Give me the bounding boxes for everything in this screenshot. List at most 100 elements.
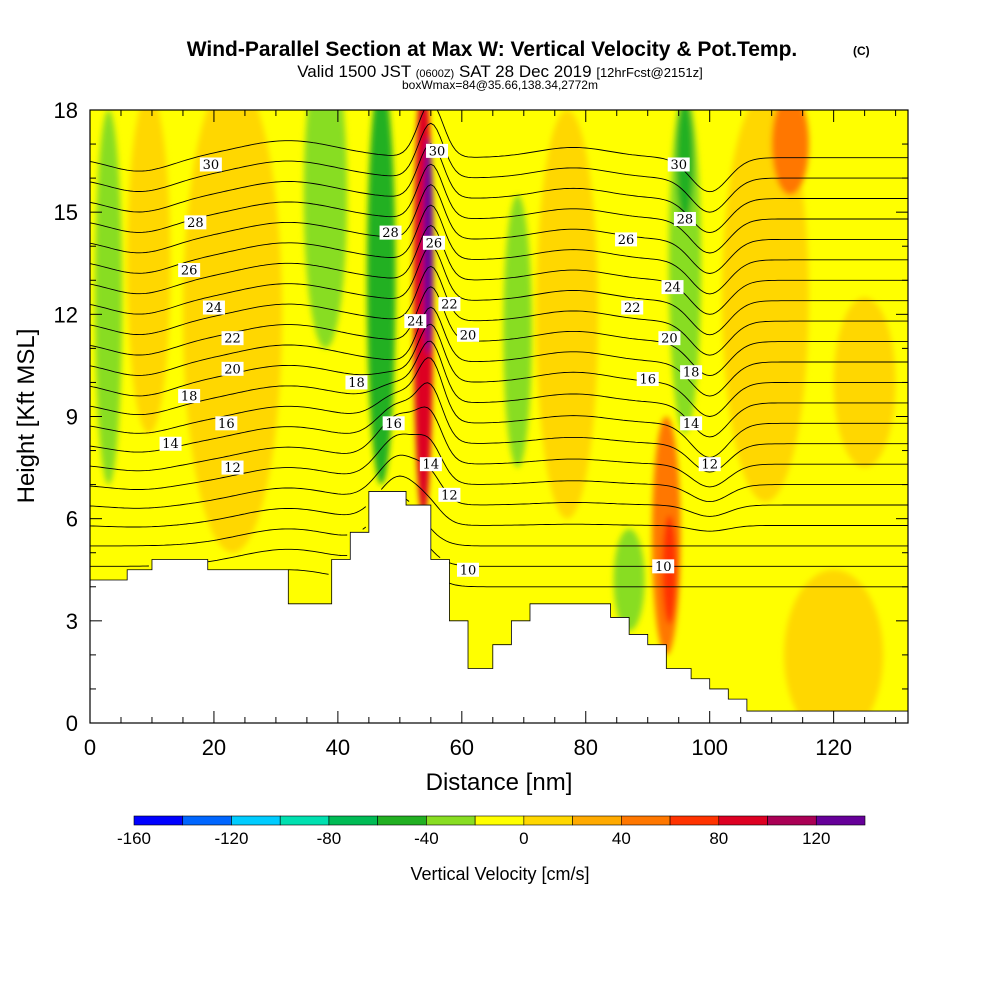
y-tick-label: 0 [66, 711, 78, 736]
colorbar-swatch [669, 815, 720, 826]
x-tick-label: 120 [815, 735, 852, 760]
x-axis-label: Distance [nm] [426, 769, 573, 796]
chart-title: Wind-Parallel Section at Max W: Vertical… [187, 38, 798, 61]
subtitle-forecast: [12hrFcst@2151z] [596, 65, 702, 80]
contour-label-box [426, 143, 449, 158]
contour-label-box [457, 562, 480, 577]
chart-subtitle-box: boxWmax=84@35.66,138.34,2772m [402, 78, 598, 92]
contour-label: 24 [407, 315, 424, 330]
contour-label-box [221, 331, 244, 346]
colorbar-swatch [718, 815, 768, 826]
w-zone-2 [182, 110, 283, 553]
contour-label-box [615, 232, 638, 247]
x-tick-label: 0 [84, 735, 96, 760]
contour-label-box [345, 375, 368, 390]
contour-label: 16 [218, 417, 235, 432]
terrain [90, 491, 908, 723]
y-axis-label: Height [Kft MSL] [13, 329, 40, 504]
contour-label-box [184, 215, 207, 230]
contour-labels: 3028262422201816141218162824302622201412… [159, 143, 721, 578]
colorbar-tick-label: 40 [612, 829, 631, 848]
contour-label: 10 [655, 560, 672, 575]
contour-label: 18 [181, 390, 198, 405]
contour-label-box [698, 457, 721, 472]
contour-label: 30 [429, 144, 446, 159]
isentrope-14 [90, 454, 908, 517]
contour-label: 30 [670, 158, 687, 173]
contour-label: 22 [224, 332, 241, 347]
contour-label-box [673, 211, 696, 226]
contour-label: 24 [664, 281, 681, 296]
contour-label-box [438, 487, 461, 502]
x-tick-label: 60 [450, 735, 474, 760]
contour-label-box [667, 157, 690, 172]
contour-label: 20 [661, 332, 678, 347]
contour-label: 18 [683, 366, 700, 381]
y-tick-label: 15 [54, 200, 78, 225]
isentrope-11 [90, 548, 908, 567]
contour-label-box [636, 372, 659, 387]
x-axis: 0 20 40 60 80 100 120 [84, 110, 897, 760]
contour-label: 30 [203, 158, 220, 173]
colorbar-swatch [328, 815, 378, 826]
colorbar-swatch [133, 815, 184, 826]
subtitle-utc: (0600Z) [416, 68, 455, 80]
x-tick-label: 40 [326, 735, 350, 760]
subtitle-valid: Valid 1500 JST [297, 62, 411, 81]
contour-label: 16 [639, 373, 656, 388]
isentrope-28 [90, 163, 908, 254]
w-zone-11 [722, 110, 809, 502]
isentrope-13 [90, 475, 908, 532]
isentrope-12 [90, 498, 908, 547]
isentrope-27 [90, 184, 908, 274]
isentrope-25 [90, 224, 908, 315]
w-zone-12 [771, 110, 809, 196]
plot-area: 3028262422201816141218162824302622201412… [90, 110, 908, 723]
colorbar-tick-label: 0 [519, 829, 528, 848]
colorbar-swatch [767, 815, 817, 826]
colorbar-swatch [523, 815, 573, 826]
w-zone-15 [613, 528, 645, 632]
contour-label: 12 [224, 461, 241, 476]
contour-label-box [379, 225, 402, 240]
isentrope-16 [90, 406, 908, 488]
contour-label: 10 [460, 563, 477, 578]
contour-label: 28 [382, 226, 399, 241]
contour-label: 14 [162, 437, 179, 452]
contour-label-box [221, 460, 244, 475]
chart-subtitle: Valid 1500 JST (0600Z) SAT 28 Dec 2019 [… [297, 62, 703, 81]
w-zone-9 [668, 110, 702, 434]
contour-label: 22 [441, 298, 458, 313]
contour-label: 12 [701, 458, 718, 473]
isentrope-24 [90, 245, 908, 336]
contour-label-box [422, 235, 445, 250]
contour-label-box [404, 314, 427, 329]
contour-label: 22 [624, 301, 641, 316]
isentrope-18 [90, 357, 908, 458]
isentrope-17 [90, 382, 908, 473]
contour-label: 20 [460, 328, 477, 343]
y-tick-label: 3 [66, 609, 78, 634]
isentrope-15 [90, 433, 908, 503]
w-zone-4 [367, 110, 396, 485]
contour-label: 26 [181, 264, 198, 279]
isentrope-10 [288, 569, 908, 588]
colorbar-swatch [572, 815, 622, 826]
contour-label: 26 [426, 236, 443, 251]
x-tick-label: 20 [202, 735, 226, 760]
y-axis: 0 3 6 9 12 15 18 [54, 98, 908, 736]
contour-label-box [215, 416, 238, 431]
w-zone-16 [784, 569, 884, 723]
potential-temperature-contours [90, 110, 908, 588]
isentrope-19 [90, 340, 908, 438]
colorbar-swatch [182, 815, 232, 826]
contour-label-box [178, 389, 201, 404]
isentrope-26 [90, 204, 908, 295]
x-tick-label: 80 [574, 735, 598, 760]
colorbar-tick-label: -40 [414, 829, 439, 848]
contour-label: 20 [224, 362, 241, 377]
colorbar: -160 -120 -80 -40 0 40 80 120 [117, 815, 866, 848]
contour-label-box [661, 280, 684, 295]
colorbar-swatch [231, 815, 281, 826]
